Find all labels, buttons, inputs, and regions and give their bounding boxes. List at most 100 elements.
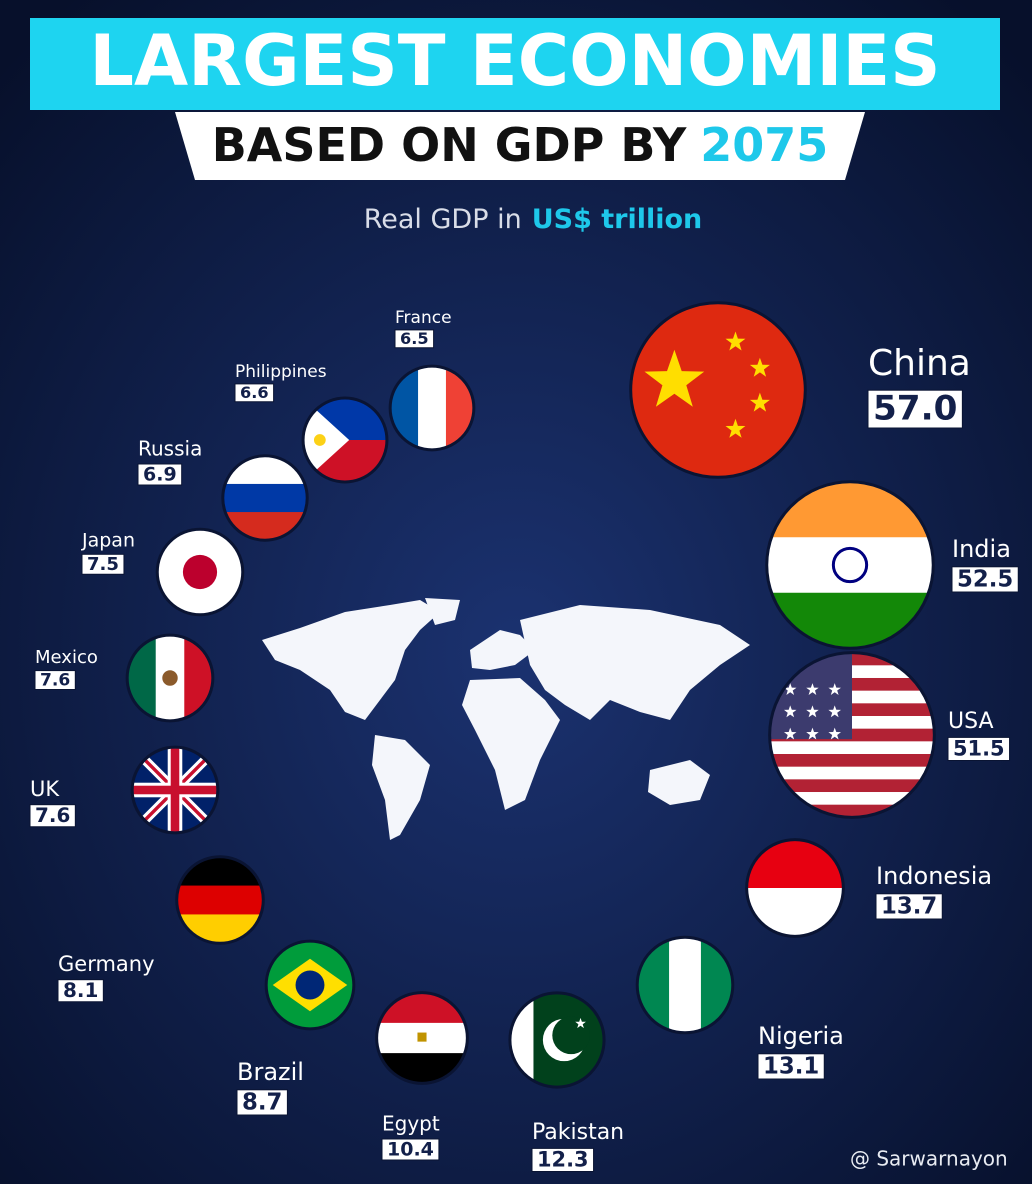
- flag-stripe: [222, 483, 308, 513]
- flag-sun: [182, 554, 218, 590]
- asia: [520, 605, 750, 720]
- value-label: 8.7: [242, 1090, 282, 1116]
- greenland: [425, 598, 460, 625]
- value-box: [531, 1147, 595, 1173]
- flag-star: [749, 357, 770, 377]
- value-box: [29, 804, 76, 828]
- country-label: Russia: [138, 437, 202, 461]
- bubble: [221, 454, 309, 542]
- flag-emblem: [831, 546, 869, 584]
- world-map: [262, 598, 750, 840]
- country-label: Germany: [58, 952, 155, 976]
- flag-stripe: [769, 792, 935, 806]
- watermark: @ Sarwarnayon: [850, 1147, 1008, 1171]
- value-box: [947, 736, 1011, 762]
- chart-title: LARGEST ECONOMIES: [89, 20, 940, 102]
- flag-star: [828, 705, 841, 718]
- value-box: [234, 383, 275, 403]
- value-label: 6.9: [143, 464, 177, 486]
- flag-star: [806, 727, 819, 740]
- flag-star: [784, 705, 797, 718]
- bubble: [629, 301, 807, 479]
- south-america: [372, 735, 430, 840]
- bubble: [125, 633, 215, 723]
- country-label: Japan: [81, 530, 135, 552]
- bubble: [375, 991, 469, 1085]
- flag-stripe: [769, 779, 935, 793]
- europe: [470, 630, 535, 670]
- title-banner: [30, 18, 1000, 110]
- value-label: 13.7: [881, 894, 937, 920]
- flag: [266, 941, 354, 1029]
- value-box: [757, 1053, 825, 1080]
- value-box: [867, 389, 963, 429]
- value-label: 7.5: [87, 554, 119, 575]
- country-label: Mexico: [35, 647, 98, 668]
- flag-star: [644, 349, 705, 407]
- bubble: [388, 364, 476, 452]
- africa: [462, 678, 560, 810]
- flag-star: [725, 331, 746, 351]
- bubble: [745, 838, 845, 938]
- flag-triangle: [303, 398, 350, 482]
- subtitle: BASED ON GDP BY 2075: [212, 118, 829, 172]
- flag-globe: [295, 970, 325, 1000]
- value-label: 7.6: [40, 671, 70, 691]
- flag-cross-red: [170, 747, 180, 833]
- value-label: 52.5: [957, 567, 1013, 593]
- flag-star: [806, 683, 819, 695]
- flag: [157, 529, 243, 615]
- value-label: 6.5: [400, 329, 429, 348]
- value-label: 10.4: [387, 1139, 434, 1161]
- flag-stripe: [769, 741, 935, 755]
- flag-star: [828, 683, 841, 695]
- country-label: China: [868, 343, 971, 384]
- flag-emblem: [162, 670, 178, 686]
- country-label: France: [395, 308, 452, 328]
- flag-stripe: [769, 754, 935, 768]
- flag-stripe: [669, 937, 702, 1033]
- unit: US$ trillion: [532, 204, 703, 235]
- value-box: [394, 329, 435, 349]
- bubble: [130, 745, 220, 835]
- measure: Real GDP in US$ trillion: [364, 204, 703, 235]
- bubble: [765, 480, 935, 650]
- north-america: [262, 600, 440, 720]
- value-box: [236, 1089, 288, 1116]
- value-label: 6.6: [240, 383, 269, 402]
- value-label: 13.1: [763, 1054, 819, 1080]
- flag: [222, 455, 308, 541]
- value-label: 12.3: [537, 1148, 589, 1172]
- country-label: USA: [948, 709, 994, 734]
- value-label: 7.6: [35, 803, 70, 827]
- bubble: [264, 939, 356, 1031]
- value-label: 57.0: [873, 389, 957, 429]
- country-label: Pakistan: [532, 1120, 624, 1145]
- value-label: 51.5: [953, 737, 1005, 761]
- value-box: [34, 670, 76, 690]
- bubble: [175, 855, 265, 945]
- subtitle-text: BASED ON GDP BY: [212, 118, 687, 172]
- flag-crescent-cut: [552, 1016, 590, 1055]
- flag: [630, 302, 806, 478]
- flag-stripe: [630, 302, 806, 478]
- flag-star: [828, 727, 841, 740]
- flag: [637, 937, 733, 1033]
- value-box: [137, 463, 183, 486]
- bubble: [155, 527, 245, 617]
- flag-emblem: [417, 1032, 427, 1042]
- country-label: India: [952, 535, 1011, 563]
- flag-stripe: [766, 537, 934, 594]
- australia: [648, 760, 710, 805]
- flag-star: [806, 705, 819, 718]
- value-box: [381, 1138, 440, 1161]
- flag-sun: [313, 434, 326, 446]
- bubble: [508, 991, 606, 1089]
- subtitle-banner: [175, 112, 865, 180]
- flag-star: [749, 392, 770, 412]
- flag-stripe: [176, 885, 264, 915]
- flag-stripe: [769, 766, 935, 780]
- measure-text: Real GDP in: [364, 204, 522, 235]
